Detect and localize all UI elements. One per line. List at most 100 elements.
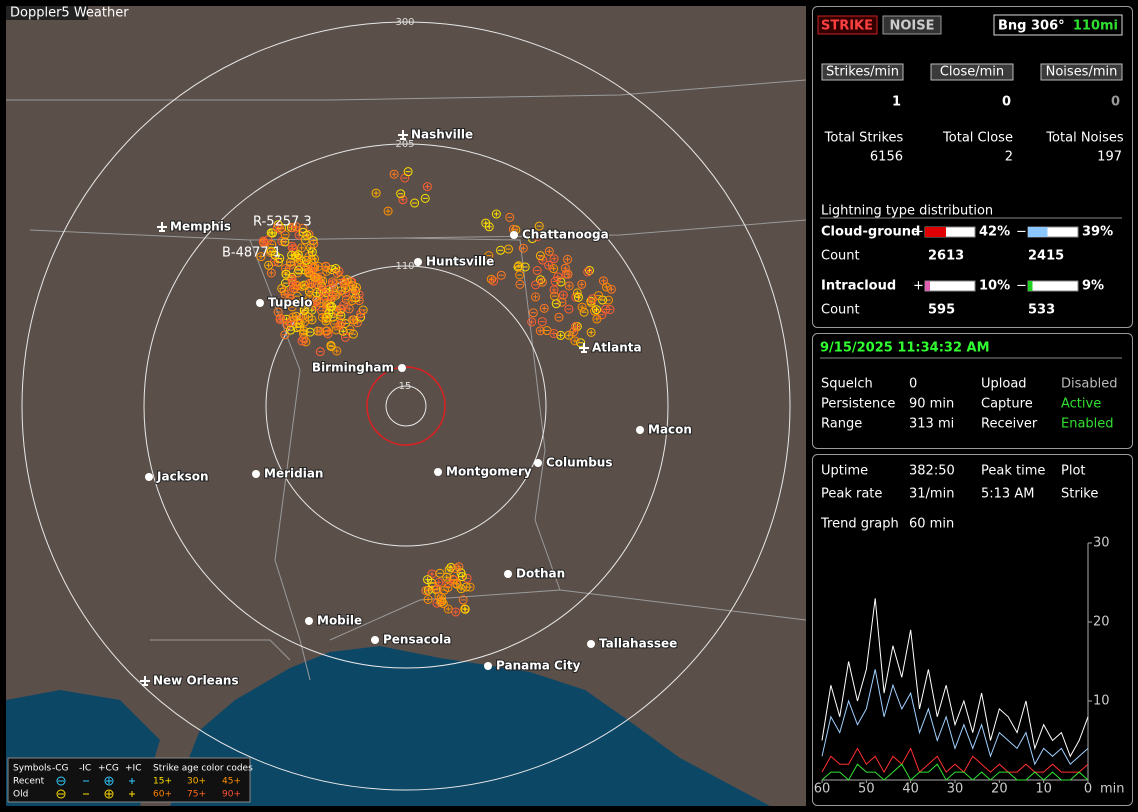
strike xyxy=(280,237,290,247)
sign: − xyxy=(1016,279,1027,294)
strike xyxy=(281,288,287,294)
city-dot xyxy=(414,258,422,266)
total-label: Total Strikes xyxy=(824,131,904,146)
ring-label: 205 xyxy=(395,139,414,150)
strike xyxy=(558,332,564,338)
strike xyxy=(288,244,298,254)
strike xyxy=(295,322,305,332)
city-dot xyxy=(534,459,542,467)
strike xyxy=(459,574,465,580)
strike xyxy=(290,225,296,231)
strike xyxy=(281,269,291,279)
strike xyxy=(505,212,515,222)
strike xyxy=(572,338,578,344)
strike xyxy=(579,281,585,287)
strike xyxy=(304,287,314,297)
dist-bar xyxy=(925,227,946,237)
strike xyxy=(403,167,413,177)
strike xyxy=(585,269,591,275)
strike xyxy=(575,294,581,300)
strike xyxy=(560,292,566,298)
city-label: Panama City xyxy=(496,659,581,673)
strike xyxy=(577,279,587,289)
strike xyxy=(256,252,266,262)
rate-value: 0 xyxy=(1002,95,1011,110)
strike xyxy=(309,307,315,313)
strike xyxy=(313,303,319,309)
grid-cell: 5:13 AM xyxy=(981,487,1034,502)
strike xyxy=(583,267,593,277)
total-value: 2 xyxy=(1005,150,1013,165)
strike xyxy=(346,306,352,312)
strike xyxy=(339,300,349,310)
strike xyxy=(275,253,285,263)
strike xyxy=(579,304,585,310)
grid-cell: 90 min xyxy=(909,397,954,412)
strike xyxy=(385,208,391,214)
strike xyxy=(383,206,393,216)
strike xyxy=(282,314,292,324)
strike xyxy=(451,607,461,617)
strike xyxy=(322,266,332,276)
noise-button-label: NOISE xyxy=(889,19,934,34)
total-label: Total Noises xyxy=(1045,131,1124,146)
strike xyxy=(305,266,315,276)
strike xyxy=(286,325,296,335)
grid-cell: Squelch xyxy=(821,377,873,392)
strike xyxy=(327,302,337,312)
strike xyxy=(537,317,547,327)
strike xyxy=(299,338,305,344)
strike xyxy=(312,288,322,298)
legend-age: 15+ xyxy=(153,777,172,787)
strike xyxy=(453,566,459,572)
strike xyxy=(493,211,499,217)
city-label: Jackson xyxy=(156,470,209,484)
city-label: Birmingham xyxy=(312,361,394,375)
strike xyxy=(314,275,320,281)
strike xyxy=(486,274,496,284)
strike xyxy=(272,259,278,265)
strike xyxy=(277,317,283,323)
city-dot xyxy=(510,231,518,239)
grid-cell: Plot xyxy=(1061,464,1086,479)
strike xyxy=(423,595,433,605)
grid-cell: 0 xyxy=(909,377,917,392)
strike xyxy=(354,290,364,300)
strike xyxy=(606,284,616,294)
city-label: Macon xyxy=(648,423,692,437)
strike xyxy=(396,189,406,199)
strike xyxy=(564,281,574,291)
strike xyxy=(347,296,357,306)
strike-button[interactable] xyxy=(817,15,878,35)
strike xyxy=(486,224,492,230)
strike xyxy=(573,292,583,302)
legend: Symbols -CG -IC +CG +IC Strike age color… xyxy=(7,757,253,803)
strike xyxy=(329,293,335,299)
strike xyxy=(504,244,514,254)
strike xyxy=(425,597,431,603)
strike xyxy=(444,574,450,580)
strike xyxy=(300,235,310,245)
strike xyxy=(435,568,445,578)
stat-label: Trend graph xyxy=(820,517,899,532)
strike xyxy=(410,198,420,208)
panel xyxy=(812,6,1133,328)
noise-button[interactable] xyxy=(882,15,942,35)
strike xyxy=(288,312,298,322)
strike xyxy=(288,223,298,233)
strike xyxy=(315,263,321,269)
count: 2415 xyxy=(1028,249,1064,264)
strike xyxy=(331,288,341,298)
strike xyxy=(608,286,614,292)
strike xyxy=(321,314,331,324)
total-value: 6156 xyxy=(870,150,903,165)
strike xyxy=(527,234,537,244)
strike xyxy=(460,604,470,614)
strike xyxy=(592,305,602,315)
strike xyxy=(436,592,446,602)
count-label: Count xyxy=(821,249,860,264)
grid-cell: Peak rate xyxy=(821,487,882,502)
strike xyxy=(280,330,290,340)
bearing: Bng 306° xyxy=(998,19,1065,34)
grid-cell: 31/min xyxy=(909,487,954,502)
